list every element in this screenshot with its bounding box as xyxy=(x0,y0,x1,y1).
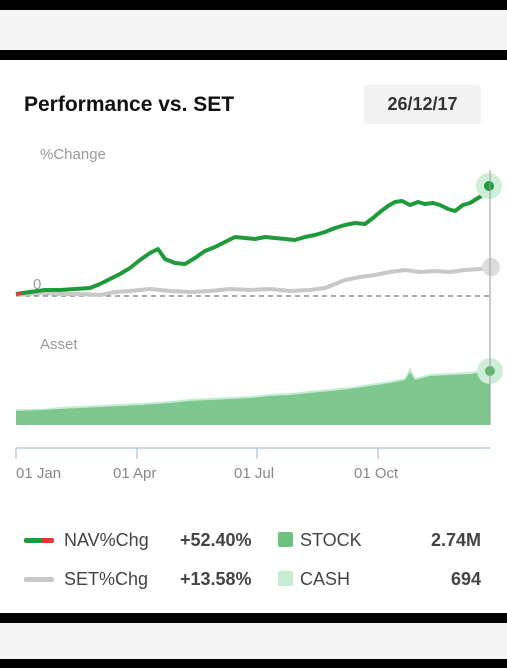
x-label-jan: 01 Jan xyxy=(16,465,61,482)
nav-legend-label: NAV%Chg xyxy=(64,530,149,550)
legend-row-nav: NAV%Chg +52.40% STOCK 2.74M xyxy=(0,528,507,552)
x-label-apr: 01 Apr xyxy=(113,465,156,482)
performance-chart[interactable]: %Change 0 Asset 01 Jan 01 Apr 01 Jul xyxy=(0,60,507,613)
stock-legend-swatch xyxy=(278,532,293,547)
stock-legend-label: STOCK xyxy=(300,530,362,550)
cash-value: 694 xyxy=(450,569,481,589)
set-line xyxy=(15,265,491,297)
nav-line-start-accent xyxy=(15,291,23,296)
stock-value: 2.74M xyxy=(430,530,481,550)
bottom-bar xyxy=(0,623,507,659)
asset-axis-label: Asset xyxy=(40,336,78,353)
x-label-jul: 01 Jul xyxy=(234,465,274,482)
nav-change-value: +52.40% xyxy=(180,530,252,550)
cash-legend-swatch xyxy=(278,571,293,586)
set-change-value: +13.58% xyxy=(180,569,252,589)
x-label-oct: 01 Oct xyxy=(354,465,399,482)
date-badge[interactable]: 26/12/17 xyxy=(364,85,481,124)
zero-label: 0 xyxy=(33,276,41,293)
percent-change-axis-label: %Change xyxy=(40,146,106,163)
nav-end-dot xyxy=(484,181,494,191)
set-end-marker xyxy=(482,258,500,276)
nav-line xyxy=(15,187,492,296)
set-legend-label: SET%Chg xyxy=(64,569,149,589)
stock-area xyxy=(16,371,490,425)
nav-legend-swatch xyxy=(24,538,54,543)
top-bar xyxy=(0,10,507,50)
set-legend-swatch xyxy=(24,577,54,582)
page-title: Performance vs. SET xyxy=(24,93,235,116)
cash-legend-label: CASH xyxy=(300,569,351,589)
performance-card: Performance vs. SET 26/12/17 %Change 0 A… xyxy=(0,60,507,613)
legend-row-set: SET%Chg +13.58% CASH 694 xyxy=(0,567,507,591)
